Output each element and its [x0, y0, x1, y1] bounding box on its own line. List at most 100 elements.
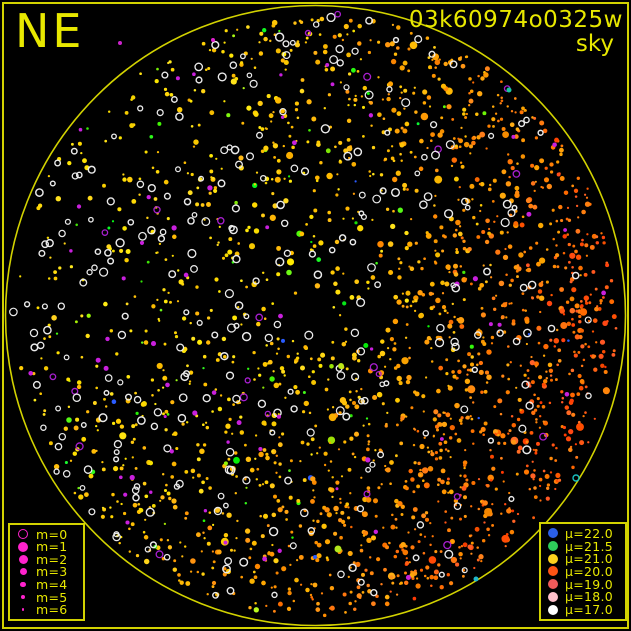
- star-point: [205, 425, 210, 430]
- star-point: [573, 350, 576, 354]
- star-point: [405, 290, 411, 296]
- m4-marker-cell: [10, 581, 36, 588]
- star-point: [449, 417, 452, 420]
- star-point: [516, 162, 519, 165]
- star-point: [316, 542, 322, 548]
- star-point: [369, 347, 374, 351]
- star-point: [358, 398, 365, 405]
- star-point: [306, 99, 312, 105]
- star-point: [202, 519, 206, 523]
- star-point: [536, 441, 540, 446]
- star-point: [400, 504, 405, 509]
- star-point: [569, 296, 575, 302]
- star-point: [428, 556, 437, 564]
- star-point: [525, 401, 534, 410]
- star-point: [413, 528, 417, 531]
- star-point: [515, 386, 518, 389]
- star-point: [551, 208, 555, 212]
- star-point: [107, 257, 115, 265]
- star-point: [445, 372, 449, 376]
- star-point: [360, 387, 363, 391]
- star-point: [459, 265, 463, 268]
- star-point: [555, 446, 558, 450]
- star-point: [132, 493, 140, 502]
- star-point: [564, 405, 570, 410]
- star-point: [284, 396, 287, 399]
- star-point: [109, 506, 112, 509]
- star-point: [55, 332, 59, 335]
- star-point: [399, 65, 405, 71]
- star-point: [458, 545, 461, 549]
- star-point: [224, 430, 228, 434]
- star-point: [245, 285, 248, 289]
- star-point: [595, 241, 600, 245]
- star-point: [511, 204, 518, 211]
- star-point: [286, 354, 291, 359]
- star-point: [163, 522, 167, 526]
- star-point: [405, 323, 409, 326]
- star-point: [167, 291, 170, 295]
- star-point: [192, 145, 196, 148]
- star-point: [66, 377, 71, 382]
- star-point: [432, 305, 436, 309]
- star-point: [391, 513, 394, 517]
- star-point: [423, 192, 433, 201]
- star-point: [484, 507, 493, 517]
- star-point: [443, 540, 452, 550]
- star-point: [537, 289, 543, 294]
- star-point: [232, 355, 236, 359]
- star-point: [143, 340, 149, 345]
- star-point: [598, 353, 604, 359]
- star-point: [232, 254, 241, 264]
- star-point: [502, 131, 509, 138]
- star-point: [440, 479, 445, 485]
- star-point: [437, 132, 443, 138]
- star-point: [407, 47, 411, 51]
- star-point: [329, 460, 333, 463]
- star-point: [125, 249, 131, 254]
- star-point: [309, 214, 314, 220]
- star-point: [53, 270, 57, 274]
- star-point: [280, 115, 285, 119]
- star-point: [86, 410, 90, 414]
- star-point: [322, 613, 327, 618]
- star-point: [424, 517, 430, 522]
- star-point: [304, 41, 308, 44]
- star-point: [503, 441, 507, 446]
- star-point: [547, 324, 556, 333]
- star-point: [356, 347, 366, 356]
- star-point: [274, 97, 282, 104]
- star-point: [372, 194, 382, 204]
- star-point: [335, 266, 340, 271]
- star-point: [276, 272, 281, 277]
- star-point: [211, 410, 214, 413]
- star-point: [88, 508, 96, 516]
- star-point: [535, 241, 539, 245]
- star-point: [429, 66, 433, 70]
- star-point: [117, 207, 122, 212]
- star-point: [151, 394, 154, 397]
- m0-label: m=0: [36, 526, 68, 542]
- star-point: [334, 145, 337, 149]
- star-point: [500, 470, 504, 474]
- star-point: [445, 481, 450, 485]
- star-point: [377, 451, 385, 459]
- star-point: [138, 231, 147, 241]
- star-point: [549, 378, 554, 382]
- star-point: [176, 300, 180, 303]
- star-point: [491, 117, 496, 122]
- star-point: [549, 471, 553, 474]
- star-point: [265, 452, 269, 456]
- star-point: [523, 328, 532, 338]
- star-point: [310, 18, 314, 22]
- star-point: [347, 72, 352, 76]
- star-point: [440, 468, 446, 474]
- star-point: [472, 215, 476, 220]
- star-point: [384, 545, 390, 550]
- star-point: [145, 507, 155, 517]
- star-point: [162, 369, 165, 372]
- star-point: [532, 448, 535, 451]
- star-point: [348, 97, 351, 101]
- star-point: [529, 359, 535, 366]
- star-point: [245, 228, 249, 233]
